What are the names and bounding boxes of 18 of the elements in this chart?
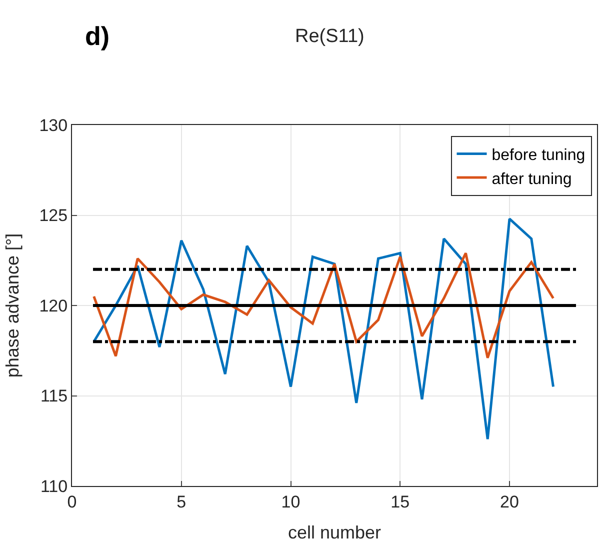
x-axis-title: cell number [288, 522, 382, 542]
legend-label: before tuning [492, 146, 586, 164]
text: Re(S11) [295, 26, 364, 47]
x-tick-label: 10 [281, 492, 300, 512]
y-tick-label: 125 [39, 206, 68, 226]
x-tick-label: 20 [500, 492, 519, 512]
y-axis-title: phase advance [°] [2, 233, 22, 378]
y-tick-label: 130 [39, 116, 68, 135]
y-tick-label: 115 [40, 386, 68, 406]
legend-label: after tuning [492, 170, 572, 188]
x-tick-label: 5 [176, 492, 186, 512]
y-tick-label: 120 [39, 296, 68, 316]
x-tick-label: 15 [390, 492, 410, 512]
y-tick-label: 110 [40, 476, 68, 496]
line-series [92, 252, 554, 360]
x-tick-label: 0 [67, 492, 77, 512]
text: d) [85, 21, 110, 51]
line-series [92, 218, 554, 440]
